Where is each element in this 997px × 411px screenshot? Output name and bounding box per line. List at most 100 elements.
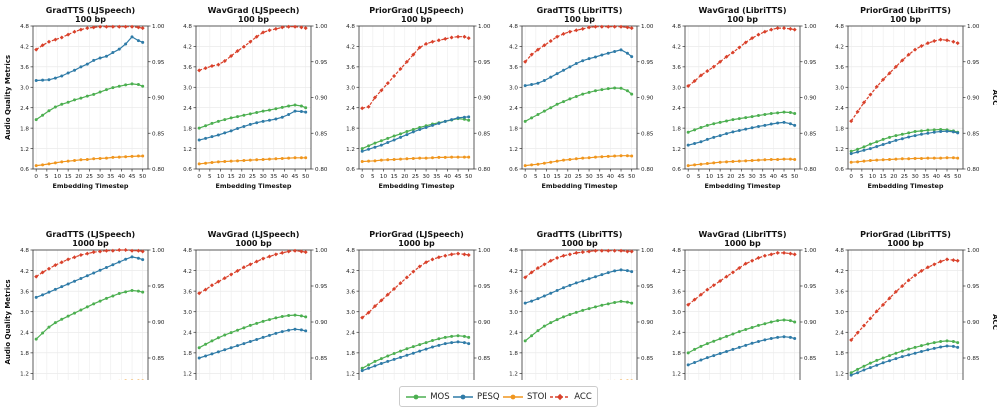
data-point-pesq bbox=[900, 137, 904, 141]
y2-tick-label: 1.00 bbox=[804, 24, 817, 30]
data-point-pesq bbox=[956, 345, 960, 349]
data-point-mos bbox=[386, 136, 390, 140]
data-point-mos bbox=[92, 92, 96, 96]
data-point-acc bbox=[529, 270, 534, 275]
data-point-pesq bbox=[875, 363, 879, 367]
data-point-acc bbox=[98, 249, 103, 254]
data-point-pesq bbox=[894, 138, 898, 142]
series-acc bbox=[523, 24, 634, 64]
y-tick-label: 1.8 bbox=[346, 126, 355, 132]
data-point-stoi bbox=[725, 160, 729, 164]
x-tick-label: 0 bbox=[360, 174, 364, 180]
data-point-pesq bbox=[907, 135, 911, 139]
data-point-stoi bbox=[574, 157, 578, 161]
data-point-acc bbox=[366, 104, 371, 109]
data-point-pesq bbox=[913, 351, 917, 355]
data-point-pesq bbox=[85, 274, 89, 278]
data-point-pesq bbox=[141, 40, 145, 44]
data-point-mos bbox=[737, 117, 741, 121]
y-tick-label: 3.6 bbox=[672, 65, 681, 71]
data-point-pesq bbox=[379, 143, 383, 147]
x-tick-label: 50 bbox=[302, 174, 310, 180]
data-point-stoi bbox=[625, 154, 629, 158]
data-point-acc bbox=[587, 25, 592, 30]
data-point-pesq bbox=[293, 327, 297, 331]
data-point-mos bbox=[367, 363, 371, 367]
data-point-mos bbox=[718, 337, 722, 341]
legend-label-acc: ACC bbox=[574, 391, 592, 402]
y-tick-label: 3.6 bbox=[20, 289, 29, 295]
data-point-mos bbox=[255, 321, 259, 325]
data-point-mos bbox=[769, 320, 773, 324]
data-point-pesq bbox=[945, 129, 949, 133]
data-point-pesq bbox=[776, 335, 780, 339]
data-point-mos bbox=[693, 347, 697, 351]
data-point-pesq bbox=[456, 116, 460, 120]
data-point-stoi bbox=[600, 155, 604, 159]
y2-tick-label: 1.00 bbox=[967, 248, 980, 254]
data-point-stoi bbox=[242, 158, 246, 162]
data-point-acc bbox=[925, 41, 930, 46]
data-point-pesq bbox=[399, 135, 403, 139]
data-point-pesq bbox=[53, 287, 57, 291]
data-point-stoi bbox=[216, 160, 220, 164]
subplot-subtitle: 1000 bp bbox=[887, 239, 924, 248]
data-point-pesq bbox=[888, 359, 892, 363]
data-point-acc bbox=[261, 256, 266, 261]
data-point-acc bbox=[123, 248, 128, 252]
data-point-acc bbox=[625, 25, 630, 30]
y2-tick-label: 1.00 bbox=[804, 248, 817, 254]
data-point-pesq bbox=[625, 269, 629, 273]
data-point-pesq bbox=[98, 56, 102, 60]
data-point-pesq bbox=[744, 127, 748, 131]
y2-axis-label: ACC bbox=[991, 314, 997, 330]
data-point-stoi bbox=[587, 156, 591, 160]
data-point-stoi bbox=[932, 156, 936, 160]
x-tick-label: 45 bbox=[617, 174, 625, 180]
y-tick-label: 2.4 bbox=[835, 106, 844, 112]
data-point-pesq bbox=[888, 140, 892, 144]
data-point-pesq bbox=[60, 74, 64, 78]
y-tick-label: 2.4 bbox=[509, 106, 518, 112]
data-point-pesq bbox=[907, 353, 911, 357]
y-tick-label: 1.8 bbox=[672, 126, 681, 132]
data-point-acc bbox=[72, 255, 77, 260]
data-point-mos bbox=[913, 130, 917, 134]
data-point-stoi bbox=[744, 159, 748, 163]
data-point-acc bbox=[85, 26, 90, 31]
y2-tick-label: 0.85 bbox=[967, 131, 980, 137]
data-point-stoi bbox=[881, 158, 885, 162]
data-point-mos bbox=[136, 289, 140, 293]
data-point-stoi bbox=[868, 158, 872, 162]
data-point-stoi bbox=[939, 156, 943, 160]
data-point-acc bbox=[130, 248, 135, 253]
data-point-pesq bbox=[216, 133, 220, 137]
data-point-acc bbox=[216, 279, 221, 284]
data-point-mos bbox=[536, 113, 540, 117]
data-point-mos bbox=[718, 120, 722, 124]
subplot-6: 0.6 1.2 1.8 2.4 3.0 3.6 4.2 4.8 0.80 0.85 0.90 0.95… bbox=[835, 6, 997, 190]
y-tick-label: 0.6 bbox=[20, 167, 29, 173]
y2-tick-label: 0.85 bbox=[152, 131, 165, 137]
y-tick-label: 0.6 bbox=[346, 167, 355, 173]
subplot-8: 0.61.21.82.43.03.64.24.80.800.850.900.95… bbox=[183, 230, 328, 380]
data-point-acc bbox=[580, 26, 585, 31]
data-point-pesq bbox=[862, 368, 866, 372]
series-stoi bbox=[686, 157, 797, 168]
data-point-mos bbox=[386, 354, 390, 358]
subplot-subtitle: 1000 bp bbox=[561, 239, 598, 248]
y-tick-label: 2.4 bbox=[509, 330, 518, 336]
data-point-mos bbox=[293, 313, 297, 317]
data-point-mos bbox=[606, 302, 610, 306]
subplot-title: GradTTS (LibriTTS) bbox=[537, 6, 623, 15]
data-point-acc bbox=[782, 250, 787, 255]
data-point-mos bbox=[242, 113, 246, 117]
data-point-pesq bbox=[60, 285, 64, 289]
y-tick-label: 1.2 bbox=[183, 372, 192, 378]
data-point-stoi bbox=[197, 162, 201, 166]
x-tick-label: 10 bbox=[543, 174, 551, 180]
series-acc bbox=[849, 257, 960, 342]
data-point-mos bbox=[606, 87, 610, 91]
x-tick-label: 5 bbox=[45, 174, 49, 180]
y2-tick-label: 0.80 bbox=[967, 167, 980, 173]
